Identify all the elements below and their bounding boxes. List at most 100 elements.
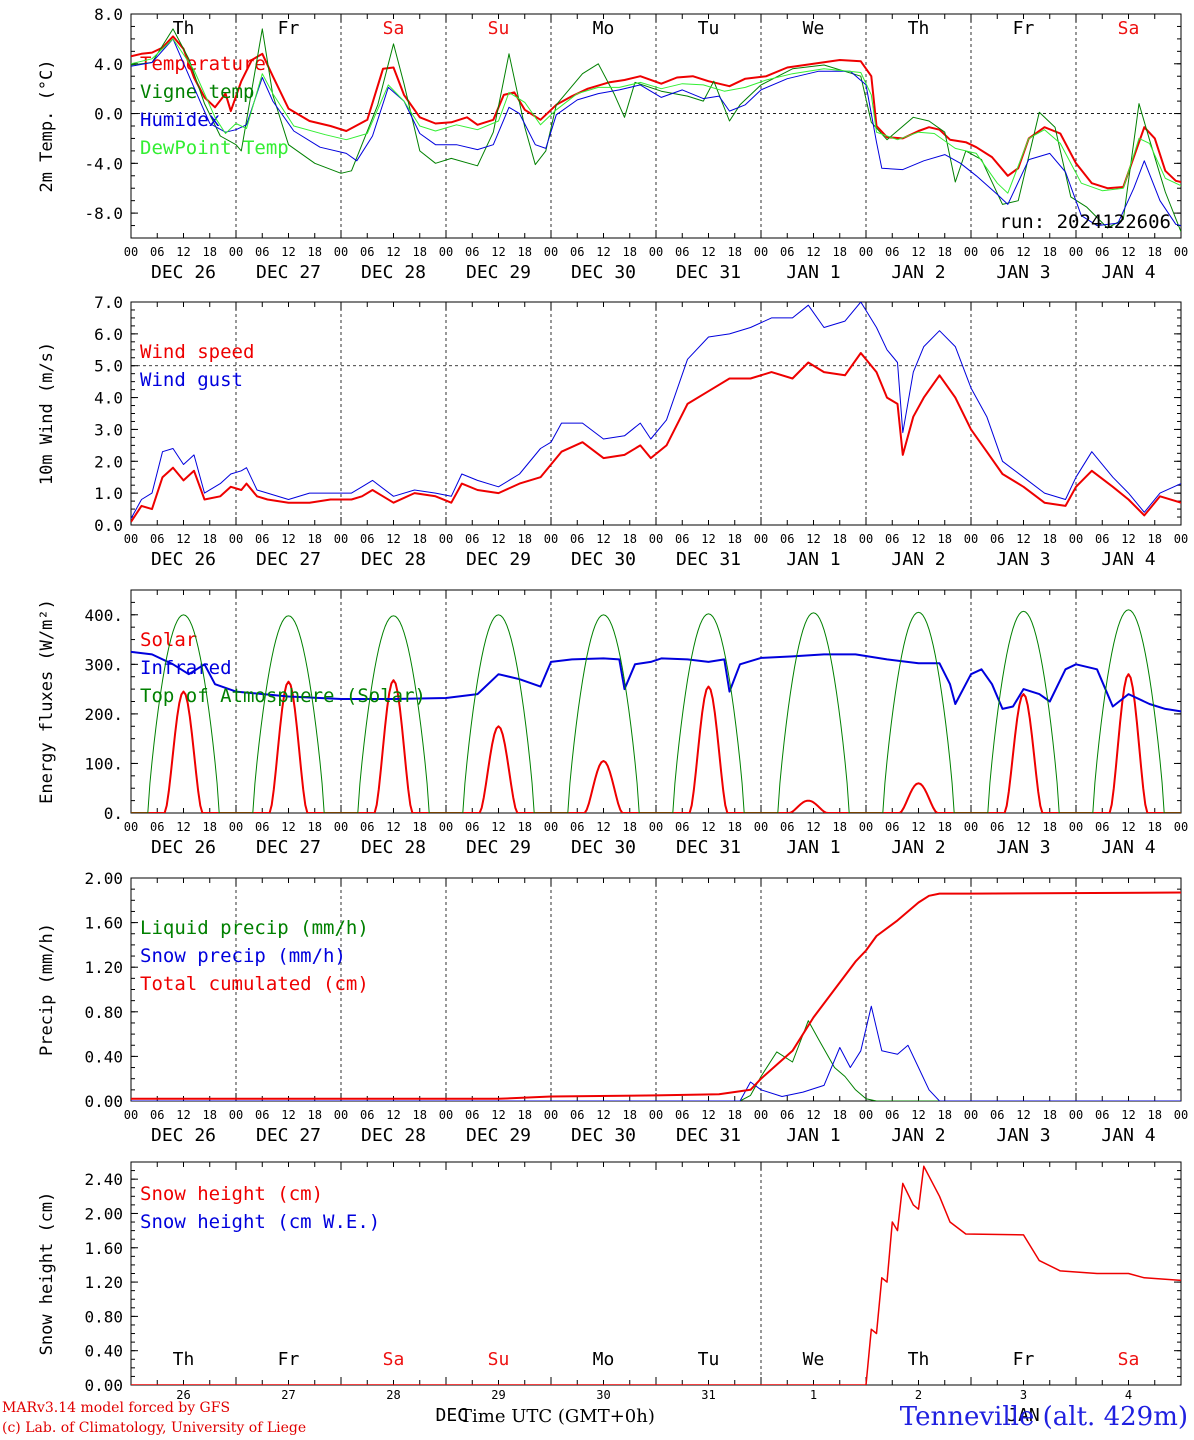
hour-tick-label: 00 [649,532,663,546]
day-label: JAN 2 [891,837,945,858]
series-line-red [131,891,1181,1100]
run-annotation: run: 2024122606 [999,211,1171,233]
hour-tick-label: 00 [439,820,453,834]
day-label: JAN 1 [786,549,840,570]
hour-tick-label: 18 [308,820,322,834]
hour-tick-label: 18 [308,532,322,546]
hour-tick-label: 00 [439,1108,453,1122]
hour-tick-label: 12 [491,245,505,259]
hour-tick-label: 18 [1043,245,1057,259]
hour-tick-label: 18 [413,245,427,259]
hour-tick-label: 00 [1174,820,1188,834]
hour-tick-label: 18 [833,820,847,834]
hour-tick-label: 00 [334,820,348,834]
hour-tick-label: 00 [439,532,453,546]
hour-tick-label: 18 [518,1108,532,1122]
weekday-label: We [803,18,825,39]
x-axis-title: Time UTC (GMT+0h) [460,1406,655,1427]
weekday-label: Fr [1013,18,1035,39]
panel-1: 8.0 4.0 0.0 -4.0 -8.0 2m Temp. (°C) 00 06 12 18 00… [37,5,1188,283]
hour-tick-label: 12 [176,820,190,834]
y-tick-label: 2.0 [94,452,123,471]
series-line-blue [131,302,1181,519]
weekday-label: Fr [1013,1349,1035,1370]
hour-tick-label: 00 [544,245,558,259]
hour-tick-label: 12 [701,820,715,834]
hour-tick-label: 12 [701,532,715,546]
y-tick-label: 6.0 [94,325,123,344]
hour-tick-label: 12 [386,820,400,834]
hour-tick-label: 18 [938,532,952,546]
plot-frame [130,301,1182,526]
y-tick-label: 0.00 [84,1376,123,1395]
hour-tick-label: 18 [1148,532,1162,546]
day-number-label: 27 [281,1388,295,1402]
weekday-label: Su [488,1349,510,1370]
series-line-lightgreen [131,38,1181,194]
station-name: Tenneville (alt. 429m) [899,1402,1188,1432]
hour-tick-label: 12 [491,532,505,546]
hour-tick-label: 18 [308,1108,322,1122]
hour-tick-label: 12 [701,1108,715,1122]
hour-tick-label: 12 [1121,820,1135,834]
day-number-label: 31 [701,1388,715,1402]
day-label: DEC 31 [676,549,741,570]
day-label: DEC 26 [151,262,216,283]
hour-tick-label: 12 [281,532,295,546]
hour-tick-label: 06 [675,1108,689,1122]
hour-tick-label: 00 [964,1108,978,1122]
y-tick-label: 8.0 [94,5,123,24]
hour-tick-label: 18 [518,245,532,259]
hour-tick-label: 00 [1174,532,1188,546]
y-tick-label: 5.0 [94,357,123,376]
hour-tick-label: 06 [570,532,584,546]
hour-tick-label: 06 [360,1108,374,1122]
hour-tick-label: 00 [859,245,873,259]
y-tick-label: 1.60 [84,1239,123,1258]
legend-entry: Wind speed [140,341,254,363]
hour-tick-label: 18 [203,245,217,259]
hour-tick-label: 12 [1016,820,1030,834]
hour-tick-label: 00 [754,532,768,546]
day-label: DEC 27 [256,549,321,570]
day-label: JAN 2 [891,549,945,570]
hour-tick-label: 18 [833,1108,847,1122]
hour-tick-label: 00 [754,1108,768,1122]
series-line-blue [131,38,1181,227]
y-tick-label: 400. [84,606,123,625]
hour-tick-label: 12 [806,245,820,259]
y-tick-label: 300. [84,655,123,674]
hour-tick-label: 18 [413,1108,427,1122]
y-tick-label: 200. [84,705,123,724]
y-tick-label: 0.40 [84,1047,123,1066]
panel-2: 7.0 6.0 5.0 4.0 3.0 2.0 1.0 0.0 10m Wind (m/s) 00… [37,293,1188,570]
hour-tick-label: 00 [124,532,138,546]
hour-tick-label: 06 [360,820,374,834]
y-tick-label: 4.0 [94,55,123,74]
hour-tick-label: 00 [544,532,558,546]
hour-tick-label: 00 [229,245,243,259]
hour-tick-label: 06 [570,1108,584,1122]
hour-tick-label: 18 [833,245,847,259]
legend-entry: Infrared [140,657,232,679]
hour-tick-label: 06 [570,245,584,259]
hour-tick-label: 18 [728,820,742,834]
legend-entry: Snow precip (mm/h) [140,945,346,967]
day-label: JAN 4 [1101,1125,1155,1146]
hour-tick-label: 06 [885,532,899,546]
y-axis-label: 2m Temp. (°C) [37,59,57,192]
hour-tick-label: 12 [491,1108,505,1122]
hour-tick-label: 00 [229,532,243,546]
hour-tick-label: 18 [623,820,637,834]
day-number-label: 2 [915,1388,922,1402]
day-label: DEC 30 [571,549,636,570]
series-line-red [131,352,1181,523]
hour-tick-label: 00 [124,1108,138,1122]
weekday-label: Sa [1118,1349,1140,1370]
hour-tick-label: 12 [701,245,715,259]
y-tick-label: 2.00 [84,869,123,888]
weekday-label: Th [173,18,195,39]
hour-tick-label: 06 [255,532,269,546]
hour-tick-label: 12 [176,245,190,259]
day-label: DEC 29 [466,1125,531,1146]
